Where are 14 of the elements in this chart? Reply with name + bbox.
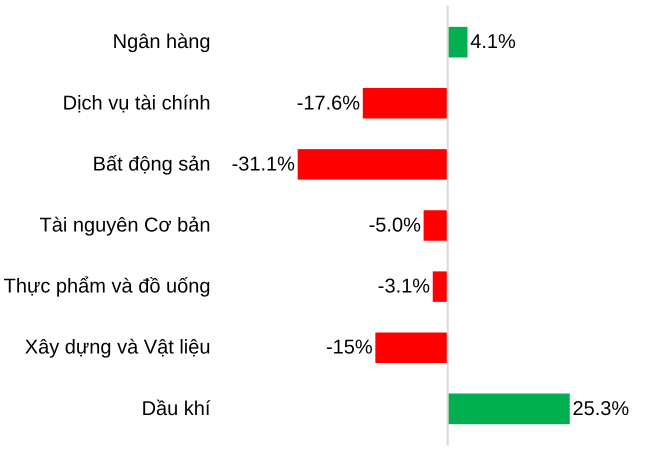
y-tick-label: Dịch vụ tài chính [62, 92, 211, 114]
y-tick-label: Tài nguyên Cơ bản [40, 214, 211, 236]
data-label: -31.1% [232, 153, 296, 176]
y-tick-label: Thực phẩm và đồ uống [4, 276, 211, 298]
data-label: -17.6% [296, 92, 360, 114]
y-tick-label: Xây dựng và Vật liệu [24, 336, 211, 359]
data-label: 4.1% [470, 31, 516, 54]
y-tick-label: Bất động sản [92, 153, 211, 176]
y-tick-label: Ngân hàng [112, 31, 211, 54]
y-tick-label: Dầu khí [142, 398, 211, 420]
data-label: -3.1% [378, 276, 430, 298]
data-label: -5.0% [368, 214, 422, 236]
data-label: -15% [326, 336, 373, 359]
data-label: 25.3% [572, 398, 630, 420]
